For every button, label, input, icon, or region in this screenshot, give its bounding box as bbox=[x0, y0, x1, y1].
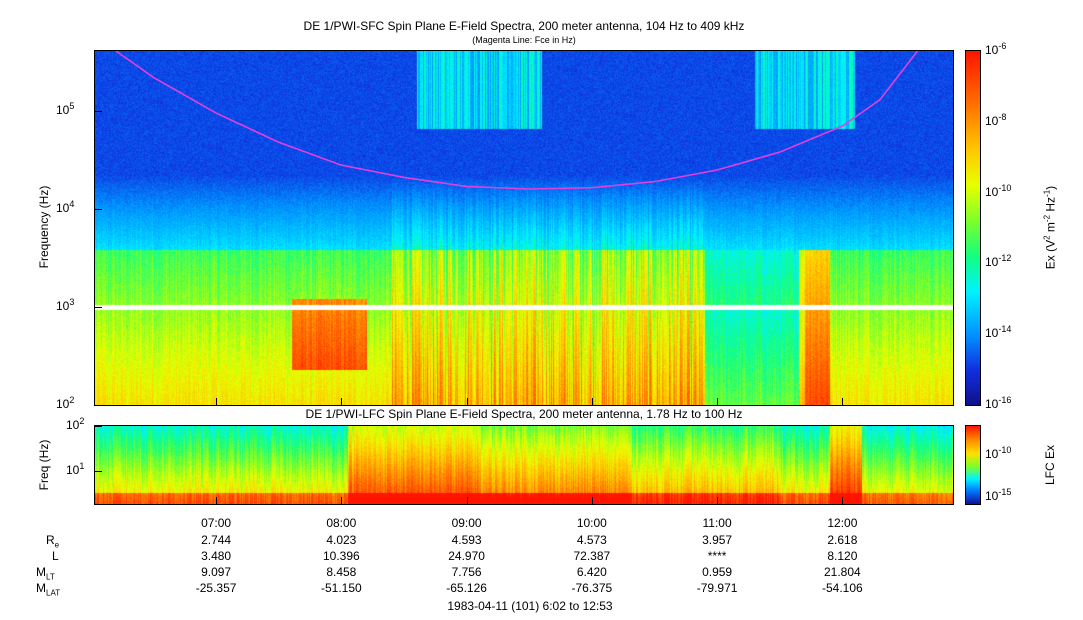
time-tick-label: 12:00 bbox=[827, 516, 858, 530]
sfc-colorbar-tick-label: 10-6 bbox=[985, 41, 1007, 57]
sfc-y-tick-label: 103 bbox=[56, 296, 75, 313]
ephemeris-row-label: MLAT bbox=[36, 581, 61, 598]
time-range-footer: 1983-04-11 (101) 6:02 to 12:53 bbox=[447, 599, 613, 613]
sfc-y-tick-mark bbox=[95, 405, 102, 406]
lfc-y-tick-label: 101 bbox=[66, 460, 85, 477]
sfc-y-tick-mark bbox=[95, 306, 102, 308]
sfc-y-tick-label: 104 bbox=[56, 198, 75, 215]
sfc-colorbar-tick-label: 10-10 bbox=[985, 182, 1012, 199]
sfc-y-tick-label: 102 bbox=[56, 395, 75, 411]
time-tick-mark bbox=[717, 497, 719, 504]
lfc-colorbar-tick-label: 10-10 bbox=[985, 445, 1012, 461]
sfc-spectrogram-panel bbox=[94, 50, 954, 406]
ephemeris-value: 24.970 bbox=[448, 549, 485, 563]
sfc-colorbar-tick-label: 10-8 bbox=[985, 111, 1007, 128]
ephemeris-value: 2.618 bbox=[827, 533, 858, 547]
lfc-title: DE 1/PWI-LFC Spin Plane E-Field Spectra,… bbox=[305, 407, 743, 421]
sfc-y-tick-mark bbox=[95, 110, 102, 112]
ephemeris-row-label: Re bbox=[46, 533, 60, 550]
ephemeris-value: 3.957 bbox=[702, 533, 733, 547]
ephemeris-value: -65.126 bbox=[446, 581, 487, 595]
ephemeris-value: 2.744 bbox=[201, 533, 232, 547]
sfc-y-tick-mark bbox=[95, 208, 102, 210]
sfc-y-axis-label: Frequency (Hz) bbox=[37, 185, 51, 269]
time-tick-mark bbox=[717, 398, 719, 405]
sfc-spectrogram-image bbox=[95, 51, 953, 405]
lfc-spectrogram-image bbox=[95, 426, 953, 504]
ephemeris-value: -54.106 bbox=[822, 581, 863, 595]
time-tick-label: 07:00 bbox=[201, 516, 232, 530]
time-tick-mark bbox=[341, 398, 343, 405]
lfc-colorbar bbox=[965, 425, 981, 505]
lfc-colorbar-tick-label: 10-15 bbox=[985, 487, 1012, 503]
time-tick-label: 10:00 bbox=[576, 516, 607, 530]
ephemeris-value: 8.458 bbox=[326, 565, 357, 579]
time-tick-label: 09:00 bbox=[451, 516, 482, 530]
ephemeris-row-label: L bbox=[52, 549, 59, 563]
ephemeris-value: -25.357 bbox=[195, 581, 237, 595]
ephemeris-value: 6.420 bbox=[576, 565, 607, 579]
ephemeris-value: -79.971 bbox=[696, 581, 738, 595]
ephemeris-value: -76.375 bbox=[571, 581, 613, 595]
lfc-colorbar-label: LFC Ex bbox=[1043, 445, 1057, 486]
lfc-y-tick-mark bbox=[95, 470, 102, 472]
time-tick-mark bbox=[216, 398, 218, 405]
sfc-title: DE 1/PWI-SFC Spin Plane E-Field Spectra,… bbox=[303, 19, 745, 33]
sfc-subtitle: (Magenta Line: Fce in Hz) bbox=[472, 35, 576, 45]
ephemeris-value: 10.396 bbox=[322, 549, 360, 563]
sfc-colorbar-tick-label: 10-12 bbox=[985, 253, 1012, 270]
time-tick-mark bbox=[591, 497, 593, 504]
fce-line bbox=[115, 51, 919, 190]
ephemeris-row-label: MLT bbox=[36, 565, 55, 582]
lfc-spectrogram-panel bbox=[94, 425, 954, 505]
ephemeris-value: 9.097 bbox=[201, 565, 232, 579]
sfc-colorbar-tick-label: 10-14 bbox=[985, 324, 1012, 341]
lfc-y-tick-label: 102 bbox=[66, 416, 85, 432]
time-tick-label: 08:00 bbox=[326, 516, 357, 530]
ephemeris-value: 4.573 bbox=[576, 533, 607, 547]
sfc-colorbar-label: Ex (V2 m-2 Hz-1) bbox=[1042, 185, 1058, 270]
time-tick-mark bbox=[842, 497, 844, 504]
sfc-y-tick-label: 105 bbox=[56, 100, 75, 117]
time-tick-mark bbox=[466, 398, 468, 405]
time-tick-mark bbox=[216, 497, 218, 504]
ephemeris-value: 3.480 bbox=[201, 549, 232, 563]
ephemeris-value: **** bbox=[707, 549, 727, 563]
ephemeris-value: 21.804 bbox=[824, 565, 861, 579]
ephemeris-value: 4.593 bbox=[451, 533, 482, 547]
time-tick-label: 11:00 bbox=[702, 516, 732, 530]
time-tick-mark bbox=[466, 497, 468, 504]
lfc-y-axis-label: Freq (Hz) bbox=[37, 439, 51, 491]
ephemeris-value: 8.120 bbox=[827, 549, 858, 563]
ephemeris-value: 0.959 bbox=[702, 565, 733, 579]
sfc-overlay bbox=[115, 51, 919, 190]
sfc-colorbar-tick-label: 10-16 bbox=[985, 395, 1012, 411]
lfc-y-tick-mark bbox=[95, 426, 102, 427]
time-tick-mark bbox=[591, 398, 593, 405]
sfc-colorbar bbox=[965, 50, 981, 406]
time-tick-mark bbox=[842, 398, 844, 405]
ephemeris-value: 7.756 bbox=[451, 565, 482, 579]
ephemeris-value: 4.023 bbox=[326, 533, 357, 547]
ephemeris-value: 72.387 bbox=[573, 549, 611, 563]
ephemeris-value: -51.150 bbox=[320, 581, 362, 595]
time-tick-mark bbox=[341, 497, 343, 504]
